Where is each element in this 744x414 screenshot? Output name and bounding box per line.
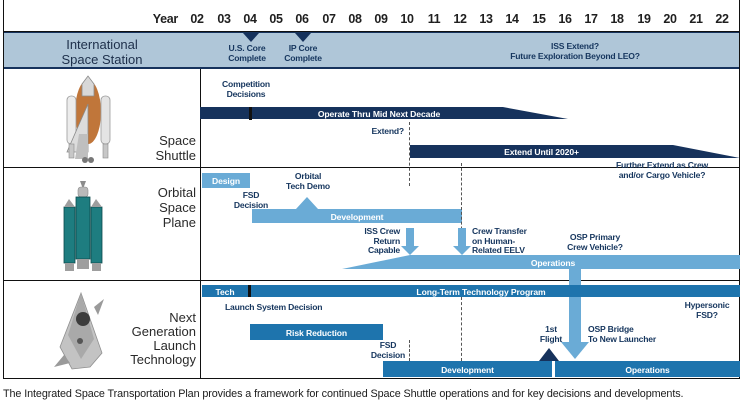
year-tick-11: 11 — [427, 12, 441, 26]
osp-design-bar — [202, 173, 250, 188]
osp-fsd-decision-label: FSD Decision — [233, 190, 269, 210]
osp-design-bar-label: Design — [211, 176, 241, 186]
osp-primary-label: OSP Primary Crew Vehicle? — [567, 232, 623, 252]
osp-bridge-arrow-icon — [561, 342, 589, 359]
year-tick-16: 16 — [558, 12, 572, 26]
orbital-space-plane-image — [63, 181, 103, 271]
nglt-operations-bar — [555, 361, 740, 377]
crew-transfer-arrow-shaft — [458, 228, 466, 246]
nglt-tech-program-bar — [202, 285, 740, 297]
further-extend-note: Further Extend as Crew and/or Cargo Vehi… — [615, 160, 709, 180]
decision-line-2010-shuttle — [409, 122, 410, 186]
iss-crew-return-label: ISS Crew Return Capable — [364, 226, 400, 256]
us-core-complete-label: U.S. Core Complete — [228, 43, 266, 63]
osp-development-bar-label: Development — [330, 211, 384, 222]
nglt-long-term-bar-label: Long-Term Technology Program — [416, 286, 546, 297]
nglt-development-bar — [383, 361, 552, 377]
year-tick-20: 20 — [663, 12, 677, 26]
next-gen-launch-image — [54, 291, 104, 370]
first-flight-marker-icon — [539, 348, 559, 361]
nglt-risk-reduction-bar — [250, 324, 383, 340]
nglt-risk-reduction-bar-label: Risk Reduction — [285, 327, 348, 338]
year-axis-label: Year — [152, 12, 179, 26]
year-tick-10: 10 — [400, 12, 414, 26]
shuttle-extend-bar-label: Extend Until 2020+ — [504, 147, 579, 157]
crew-transfer-label: Crew Transfer on Human- Related EELV — [472, 226, 527, 256]
year-tick-15: 15 — [532, 12, 546, 26]
year-tick-13: 13 — [479, 12, 493, 26]
decision-line-2010-nglt — [409, 340, 410, 361]
year-tick-05: 05 — [269, 12, 283, 26]
nglt-tech-bar-label: Tech — [215, 286, 235, 297]
year-tick-06: 06 — [295, 12, 309, 26]
year-tick-02: 02 — [190, 12, 204, 26]
year-tick-07: 07 — [322, 12, 336, 26]
nglt-operations-bar-label: Operations — [625, 364, 670, 375]
year-tick-12: 12 — [453, 12, 467, 26]
decision-line-2012-nglt — [461, 297, 462, 361]
ip-core-complete-label: IP Core Complete — [284, 43, 322, 63]
next-gen-launch-row-label: Next Generation Launch Technology — [130, 310, 196, 367]
year-tick-14: 14 — [505, 12, 519, 26]
osp-development-bar — [252, 209, 462, 223]
orbital-tech-demo-marker-icon — [296, 197, 318, 209]
orbital-tech-demo-label: Orbital Tech Demo — [286, 171, 330, 191]
space-shuttle-row-label: Space Shuttle — [155, 133, 196, 163]
iss-band — [3, 31, 740, 69]
us-core-complete-marker-icon — [243, 33, 259, 42]
hypersonic-fsd-label: Hypersonic FSD? — [684, 300, 730, 320]
shuttle-operate-bar — [200, 107, 568, 119]
competition-decision-tick — [249, 106, 252, 120]
year-tick-04: 04 — [243, 12, 257, 26]
figure-caption: The Integrated Space Transportation Plan… — [3, 388, 684, 400]
year-tick-18: 18 — [610, 12, 624, 26]
nglt-development-bar-label: Development — [441, 364, 494, 375]
iss-band-title: International Space Station — [61, 37, 143, 67]
competition-decisions-label: Competition Decisions — [222, 79, 270, 99]
chart-frame — [3, 31, 740, 379]
year-tick-22: 22 — [715, 12, 729, 26]
decision-line-2012-osp — [461, 163, 462, 254]
row-divider-osp-nglt — [3, 280, 740, 281]
label-column-divider — [200, 69, 201, 379]
year-tick-17: 17 — [584, 12, 598, 26]
osp-operations-bar — [342, 255, 740, 269]
shuttle-extend-question: Extend? — [371, 126, 404, 136]
orbital-space-plane-row-label: Orbital Space Plane — [157, 185, 196, 230]
year-axis-row — [3, 0, 740, 31]
launch-system-decision-label: Launch System Decision — [225, 302, 323, 312]
year-tick-08: 08 — [348, 12, 362, 26]
iss-extend-note: ISS Extend? Future Exploration Beyond LE… — [510, 41, 640, 61]
year-tick-19: 19 — [637, 12, 651, 26]
row-divider-shuttle-osp — [3, 167, 740, 168]
space-shuttle-image — [66, 75, 111, 163]
ip-core-complete-marker-icon — [295, 33, 311, 42]
osp-operations-bar-label: Operations — [530, 257, 576, 268]
iss-crew-return-arrow-icon — [401, 246, 419, 255]
launch-system-decision-tick — [248, 285, 251, 297]
shuttle-extend-bar — [410, 145, 740, 158]
year-tick-09: 09 — [374, 12, 388, 26]
osp-bridge-label: OSP Bridge To New Launcher — [588, 324, 656, 344]
year-tick-21: 21 — [689, 12, 703, 26]
crew-transfer-arrow-icon — [453, 246, 471, 255]
nglt-fsd-decision-label: FSD Decision — [370, 340, 406, 360]
first-flight-label: 1st Flight — [539, 324, 563, 344]
year-tick-03: 03 — [217, 12, 231, 26]
iss-crew-return-arrow-shaft — [406, 228, 414, 246]
shuttle-operate-bar-label: Operate Thru Mid Next Decade — [317, 108, 441, 119]
